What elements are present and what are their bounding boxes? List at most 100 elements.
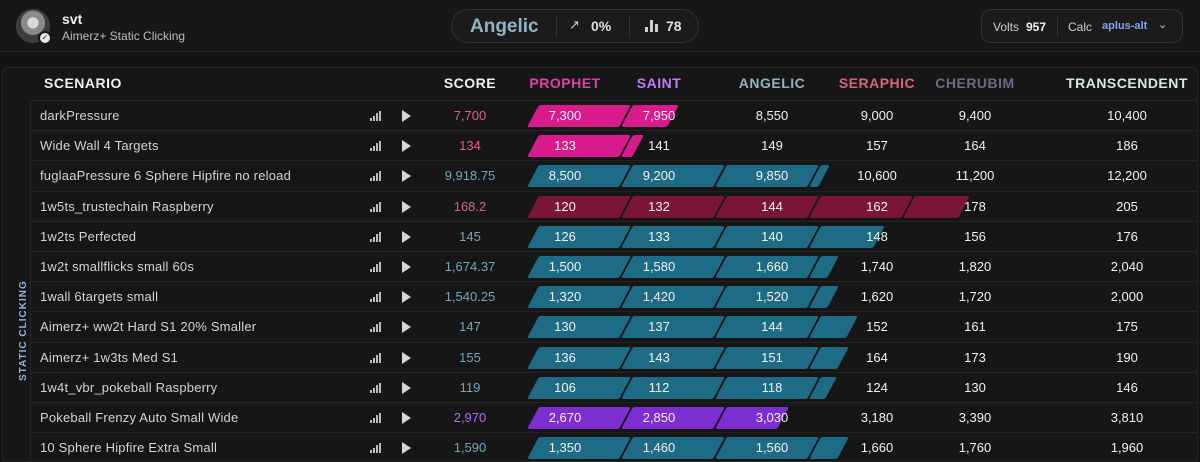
score-column-header[interactable]: SCORE (443, 75, 497, 91)
calc-select[interactable]: aplus-alt (1102, 20, 1148, 32)
rank-threshold-seraphic: 1,740 (860, 259, 894, 274)
table-row[interactable]: 1wall 6targets small 1,540.25 1,320 1,420 1,… (32, 281, 1198, 311)
current-rank: Angelic (470, 16, 539, 37)
signal-strength-icon (370, 413, 382, 423)
table-row[interactable]: 1w5ts_trustechain Raspberry 168.2 120 132 14… (32, 190, 1198, 221)
rank-header-transcendent: TRANSCENDENT (1066, 75, 1188, 91)
scenario-column-header[interactable]: SCENARIO (44, 75, 122, 91)
rank-threshold-transcendent: 190 (1116, 349, 1138, 365)
play-icon[interactable] (402, 321, 411, 334)
rank-threshold-seraphic: 124 (866, 379, 888, 395)
rank-threshold-cherubim: 164 (964, 138, 986, 154)
rank-threshold-prophet: 2,670 (548, 410, 582, 425)
scenario-name[interactable]: 1w4t_vbr_pokeball Raspberry (40, 379, 218, 395)
rank-threshold-prophet: 133 (554, 138, 576, 154)
rank-threshold-seraphic: 152 (866, 319, 888, 335)
rank-threshold-angelic: 149 (761, 138, 783, 154)
score-value: 134 (459, 138, 481, 154)
scenario-name[interactable]: fuglaaPressure 6 Sphere Hipfire no reloa… (40, 168, 292, 184)
table-row[interactable]: 1w4t_vbr_pokeball Raspberry 119 106 112 118 1… (32, 371, 1198, 402)
rank-threshold-seraphic: 157 (866, 138, 888, 154)
rank-threshold-cherubim: 3,390 (958, 410, 992, 425)
rank-threshold-saint: 141 (648, 138, 670, 154)
rank-threshold-saint: 7,950 (642, 108, 676, 123)
signal-strength-icon (370, 141, 382, 152)
table-row[interactable]: 1w2t smallflicks small 60s 1,674.37 1,500 1… (32, 251, 1198, 281)
play-icon[interactable] (402, 230, 411, 243)
calc-label: Calc (1068, 20, 1093, 34)
rank-threshold-transcendent: 2,040 (1110, 259, 1144, 274)
score-value: 147 (459, 319, 481, 335)
play-icon[interactable] (402, 381, 411, 394)
rank-threshold-cherubim: 1,820 (958, 259, 992, 274)
bar-chart-icon (645, 20, 658, 32)
rank-threshold-cherubim: 1,720 (958, 289, 992, 305)
rank-threshold-saint: 1,420 (642, 289, 676, 305)
table-row[interactable]: 10 Sphere Hipfire Extra Small 1,590 1,350 1… (32, 432, 1198, 462)
volts-calc-control[interactable]: Volts 957 Calc aplus-alt ⌄ (981, 9, 1183, 43)
scenario-name[interactable]: Pokeball Frenzy Auto Small Wide (40, 410, 239, 425)
play-icon[interactable] (402, 261, 411, 273)
scenario-name[interactable]: darkPressure (40, 108, 120, 123)
rank-threshold-cherubim: 11,200 (955, 168, 995, 184)
rank-threshold-cherubim: 156 (964, 228, 986, 244)
rank-header-saint: SAINT (636, 75, 682, 91)
divider (629, 16, 630, 38)
rank-threshold-transcendent: 3,810 (1110, 410, 1144, 425)
scenario-name[interactable]: 1w5ts_trustechain Raspberry (40, 198, 214, 214)
play-icon[interactable] (402, 170, 411, 183)
play-icon[interactable] (402, 140, 411, 153)
rank-threshold-prophet: 130 (554, 319, 576, 335)
score-value: 119 (459, 379, 481, 395)
score-value: 9,918.75 (444, 168, 496, 184)
table-row[interactable]: Pokeball Frenzy Auto Small Wide 2,970 2,67… (32, 402, 1198, 432)
rank-threshold-saint: 143 (648, 349, 670, 365)
score-value: 1,590 (453, 440, 487, 456)
rank-count: 78 (666, 18, 682, 34)
scenario-name[interactable]: 1wall 6targets small (40, 289, 159, 305)
chevron-down-icon[interactable]: ⌄ (1158, 19, 1168, 31)
table-row[interactable]: fuglaaPressure 6 Sphere Hipfire no reloa… (32, 160, 1198, 190)
table-row[interactable]: Wide Wall 4 Targets 134 133 141 149 157 164 186 (32, 130, 1198, 160)
rank-threshold-transcendent: 10,400 (1107, 108, 1147, 123)
table-row[interactable]: Aimerz+ ww2t Hard S1 20% Smaller 147 130 13… (32, 311, 1198, 341)
rank-threshold-cherubim: 130 (964, 379, 986, 395)
table-row[interactable]: 1w2ts Perfected 145 126 133 140 148 156 176 (32, 220, 1198, 251)
play-icon[interactable] (402, 110, 411, 122)
scenario-name[interactable]: 1w2ts Perfected (40, 228, 137, 244)
play-icon[interactable] (402, 200, 411, 213)
signal-strength-icon (370, 111, 382, 121)
score-value: 168.2 (453, 198, 487, 214)
scenario-name[interactable]: Aimerz+ 1w3ts Med S1 (40, 349, 179, 365)
play-icon[interactable] (402, 291, 411, 304)
rank-threshold-saint: 2,850 (642, 410, 676, 425)
rank-threshold-prophet: 120 (554, 198, 576, 214)
score-value: 7,700 (453, 108, 487, 123)
rank-threshold-angelic: 3,030 (755, 410, 789, 425)
scenario-name[interactable]: Aimerz+ ww2t Hard S1 20% Smaller (40, 319, 257, 335)
scenario-name[interactable]: 10 Sphere Hipfire Extra Small (40, 440, 218, 456)
scenario-name[interactable]: Wide Wall 4 Targets (40, 138, 159, 154)
play-icon[interactable] (402, 442, 411, 455)
signal-strength-icon (370, 322, 382, 333)
signal-strength-icon (370, 171, 382, 182)
table-row[interactable]: Aimerz+ 1w3ts Med S1 155 136 143 151 164 173 19… (32, 341, 1198, 372)
username: svt (62, 11, 83, 27)
category-sidebar: STATIC CLICKING (2, 100, 31, 462)
rank-threshold-saint: 1,580 (642, 259, 676, 274)
trend-value: 0% (591, 18, 612, 34)
user-avatar-icon[interactable] (16, 9, 50, 43)
rank-threshold-saint: 132 (648, 198, 670, 214)
rank-header-cherubim: CHERUBIM (935, 75, 1015, 91)
play-icon[interactable] (402, 412, 411, 424)
rank-threshold-angelic: 9,850 (755, 168, 789, 184)
rank-threshold-saint: 9,200 (642, 168, 676, 184)
table-row[interactable]: darkPressure 7,700 7,300 7,950 8,550 9,000 9,4… (32, 100, 1198, 130)
rank-threshold-angelic: 118 (761, 379, 783, 395)
rank-threshold-prophet: 126 (554, 228, 576, 244)
play-icon[interactable] (402, 351, 411, 364)
signal-strength-icon (370, 292, 382, 303)
category-label: STATIC CLICKING (18, 280, 29, 381)
scenario-name[interactable]: 1w2t smallflicks small 60s (40, 259, 195, 274)
divider (1057, 17, 1058, 37)
